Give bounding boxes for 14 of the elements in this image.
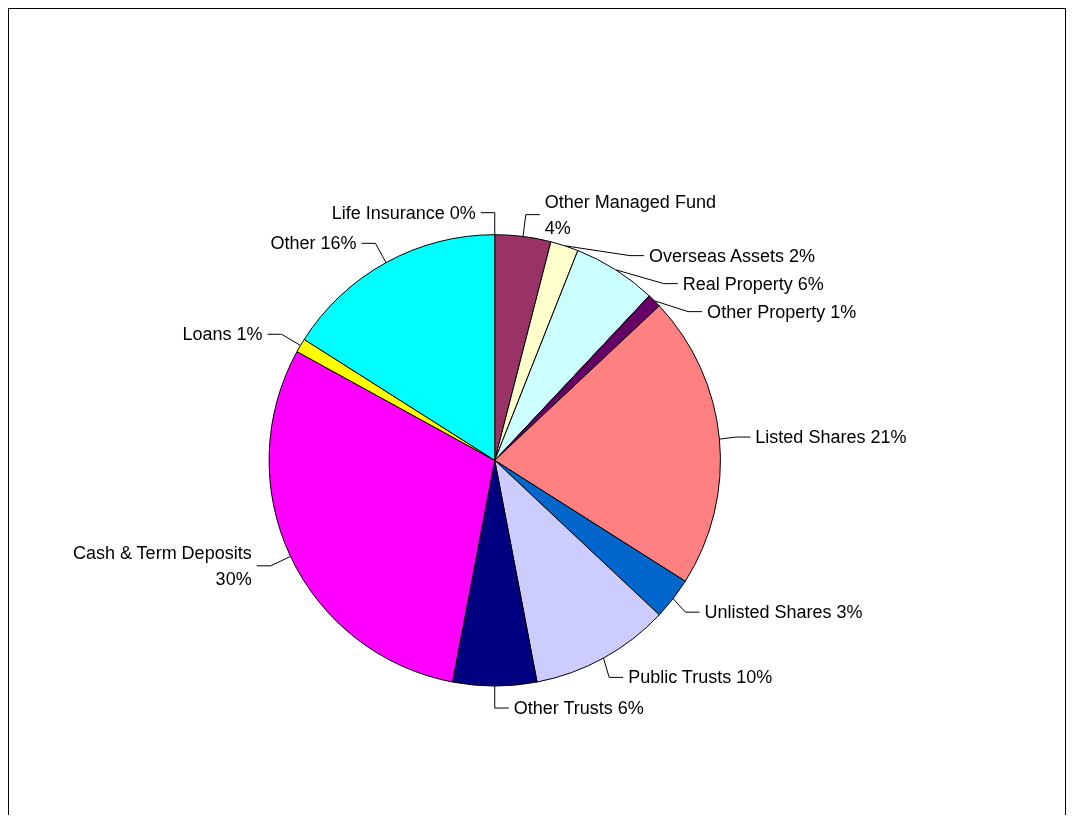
slice-label: Public Trusts 10%: [628, 667, 773, 688]
slice-label: Cash & Term Deposits: [72, 542, 252, 563]
slice-label: Other Managed Fund: [544, 191, 716, 212]
slice-label: Listed Shares 21%: [755, 427, 907, 448]
slice-label: Other Trusts 6%: [513, 698, 644, 719]
slice-label: Other 16%: [270, 233, 357, 254]
slice-label: Unlisted Shares 3%: [704, 602, 863, 623]
data-label: 30%: [215, 568, 252, 589]
slice-label: Real Property 6%: [682, 273, 824, 294]
slice-label: Other Property 1%: [707, 301, 857, 322]
slice-label: Overseas Assets 2%: [648, 245, 816, 266]
legend-label: Life Insurance 0%: [331, 202, 476, 223]
slice-label: Loans 1%: [182, 324, 263, 345]
data-label: 4%: [544, 217, 571, 238]
